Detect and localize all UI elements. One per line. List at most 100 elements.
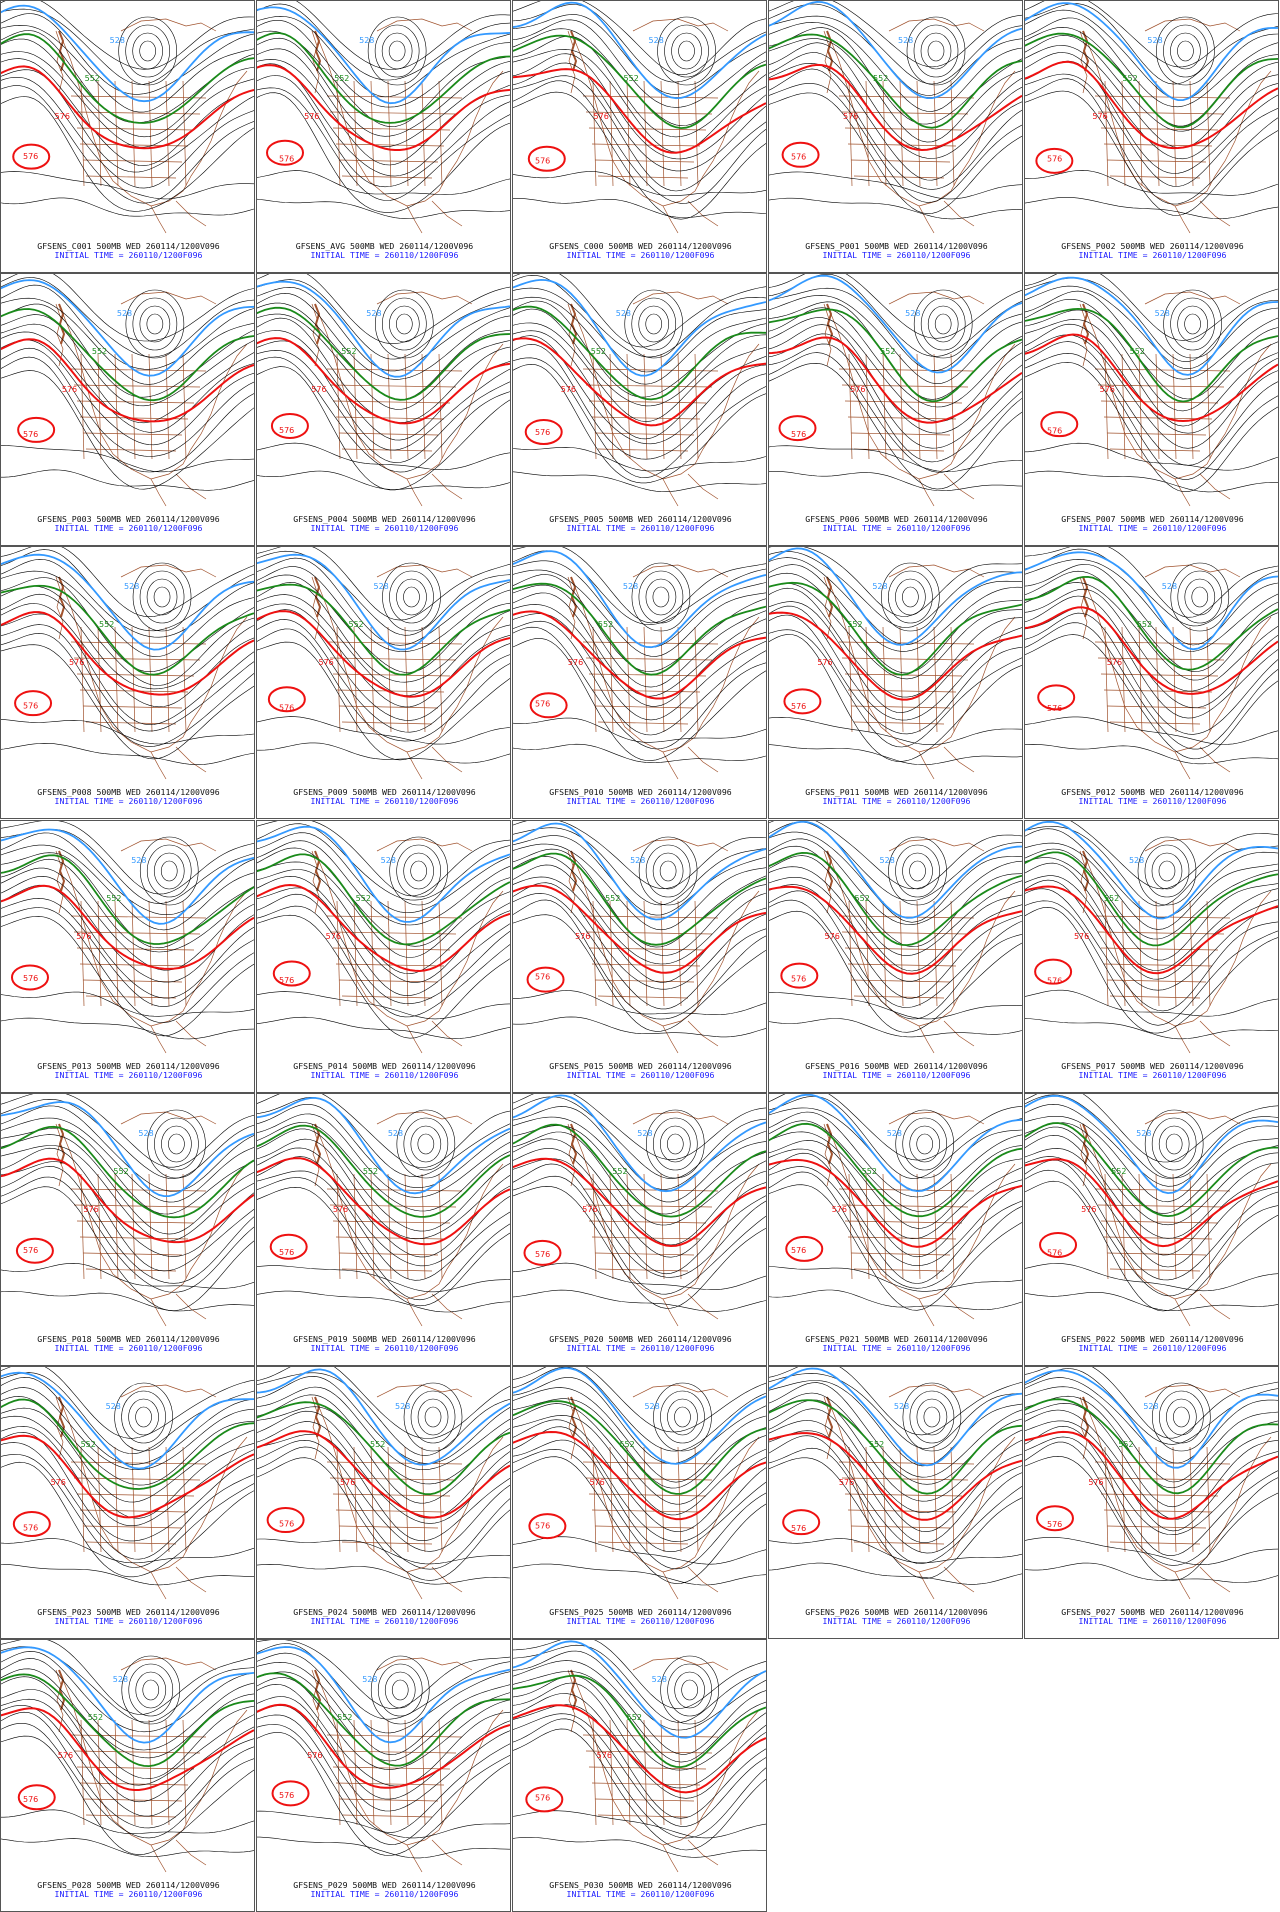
- initial-time-caption: INITIAL TIME = 260110/1200F096: [54, 1616, 203, 1626]
- contour-552-line: [257, 306, 510, 401]
- black-height-contours: [257, 1094, 510, 1313]
- contour-576-loop-label: 576: [23, 701, 38, 710]
- contour-576-closed-loop: [17, 416, 56, 443]
- contour-528-label: 528: [872, 582, 887, 591]
- contour-552-line: [1025, 1398, 1278, 1495]
- geography-outline: [55, 1111, 248, 1327]
- geography-outline: [823, 838, 1016, 1054]
- initial-time-caption: INITIAL TIME = 260110/1200F096: [822, 796, 971, 806]
- panel-title: GFSENS_P024 500MB WED 260114/1200V096: [293, 1607, 476, 1617]
- height-contour-map: 528 552 576 576: [1, 547, 254, 780]
- height-contour-map: 528 552 576 576: [1025, 1367, 1278, 1600]
- contour-528-label: 528: [117, 309, 132, 318]
- contour-552-line: [513, 1674, 766, 1769]
- contour-528-line: [769, 1367, 1022, 1467]
- initial-time-caption: INITIAL TIME = 260110/1200F096: [566, 1070, 715, 1080]
- contour-552-label: 552: [1137, 620, 1152, 629]
- contour-576-line: [513, 1157, 766, 1248]
- contour-552-label: 552: [598, 620, 613, 629]
- contour-576-label: 576: [843, 112, 858, 121]
- initial-time-caption: INITIAL TIME = 260110/1200F096: [566, 796, 715, 806]
- contour-528-line: [1, 1371, 254, 1470]
- contour-576-label: 576: [76, 932, 91, 941]
- panel-title: GFSENS_P005 500MB WED 260114/1200V096: [549, 514, 732, 524]
- geography-outline: [311, 1111, 504, 1327]
- height-contour-map: 528 552 576 576: [1, 1, 254, 234]
- initial-time-caption: INITIAL TIME = 260110/1200F096: [822, 250, 971, 260]
- ensemble-member-panel: 528 552 576 576 GFSENS_P012 500MB WED 260114…: [1024, 546, 1279, 819]
- contour-576-line: [513, 1430, 766, 1521]
- contour-576-line: [769, 1158, 1022, 1248]
- initial-time-caption: INITIAL TIME = 260110/1200F096: [310, 1889, 459, 1899]
- contour-552-line: [257, 1401, 510, 1496]
- height-contour-map: 528 552 576 576: [257, 1094, 510, 1327]
- ensemble-member-panel: 528 552 576 576 GFSENS_P006 500MB WED 260114…: [768, 273, 1023, 546]
- contour-528-line: [1025, 1094, 1278, 1195]
- panel-title: GFSENS_P011 500MB WED 260114/1200V096: [805, 787, 988, 797]
- initial-time-caption: INITIAL TIME = 260110/1200F096: [566, 1889, 715, 1899]
- contour-528-line: [257, 553, 510, 651]
- contour-576-closed-loop: [527, 145, 566, 172]
- contour-528-line: [257, 6, 510, 105]
- contour-552-label: 552: [88, 1713, 103, 1722]
- contour-576-loop-label: 576: [791, 1524, 806, 1533]
- contour-552-line: [1025, 1122, 1278, 1218]
- contour-552-line: [1025, 32, 1278, 129]
- contour-528-label: 528: [373, 582, 388, 591]
- contour-552-label: 552: [880, 347, 895, 356]
- contour-552-line: [1, 584, 254, 676]
- contour-552-label: 552: [356, 894, 371, 903]
- contour-528-line: [513, 1, 766, 100]
- contour-576-closed-loop: [778, 415, 817, 442]
- ensemble-member-panel: 528 552 576 576 GFSENS_P009 500MB WED 260114…: [256, 546, 511, 819]
- contour-528-label: 528: [894, 1402, 909, 1411]
- black-height-contours: [1, 1094, 254, 1312]
- contour-528-label: 528: [1129, 856, 1144, 865]
- black-height-contours: [1, 1, 254, 217]
- contour-576-label: 576: [561, 385, 576, 394]
- contour-576-label: 576: [594, 112, 609, 121]
- contour-552-line: [1025, 575, 1278, 671]
- contour-528-label: 528: [381, 856, 396, 865]
- contour-576-loop-label: 576: [791, 1246, 806, 1255]
- contour-528-line: [1, 1101, 254, 1197]
- contour-552-line: [769, 33, 1022, 129]
- contour-576-loop-label: 576: [23, 1795, 38, 1804]
- contour-552-line: [513, 1123, 766, 1218]
- geography-outline: [567, 1657, 760, 1873]
- black-height-contours: [513, 274, 766, 493]
- contour-528-label: 528: [898, 36, 913, 45]
- initial-time-caption: INITIAL TIME = 260110/1200F096: [54, 1889, 203, 1899]
- panel-title: GFSENS_C001 500MB WED 260114/1200V096: [37, 241, 220, 251]
- ensemble-member-panel: 528 552 576 576 GFSENS_P019 500MB WED 260114…: [256, 1093, 511, 1366]
- contour-528-line: [1025, 1369, 1278, 1469]
- contour-552-line: [1, 854, 254, 945]
- contour-528-line: [513, 822, 766, 921]
- contour-528-line: [257, 1096, 510, 1195]
- contour-576-label: 576: [311, 385, 326, 394]
- black-height-contours: [513, 1, 766, 220]
- contour-552-label: 552: [1104, 894, 1119, 903]
- black-height-contours: [1025, 547, 1278, 765]
- contour-528-line: [513, 278, 766, 377]
- contour-576-loop-label: 576: [535, 972, 550, 981]
- contour-528-label: 528: [131, 856, 146, 865]
- contour-528-label: 528: [1143, 1402, 1158, 1411]
- height-contour-map: 528 552 576 576: [1025, 274, 1278, 507]
- contour-576-closed-loop: [782, 1509, 821, 1536]
- ensemble-member-panel: 528 552 576 576 GFSENS_P026 500MB WED 260114…: [768, 1366, 1023, 1639]
- geography-outline: [567, 1111, 760, 1327]
- ensemble-member-panel: 528 552 576 576 GFSENS_P003 500MB WED 260114…: [0, 273, 255, 546]
- contour-552-label: 552: [591, 347, 606, 356]
- black-height-contours: [769, 1, 1022, 220]
- height-contour-map: 528 552 576 576: [513, 1367, 766, 1600]
- panel-title: GFSENS_P026 500MB WED 260114/1200V096: [805, 1607, 988, 1617]
- initial-time-caption: INITIAL TIME = 260110/1200F096: [1078, 796, 1227, 806]
- contour-576-loop-label: 576: [1047, 155, 1062, 164]
- initial-time-caption: INITIAL TIME = 260110/1200F096: [54, 796, 203, 806]
- contour-576-label: 576: [832, 1205, 847, 1214]
- height-contour-map: 528 552 576 576: [257, 1367, 510, 1600]
- ensemble-member-panel: 528 552 576 576 GFSENS_P029 500MB WED 260114…: [256, 1639, 511, 1912]
- contour-576-line: [1025, 333, 1278, 423]
- geography-outline: [311, 291, 504, 507]
